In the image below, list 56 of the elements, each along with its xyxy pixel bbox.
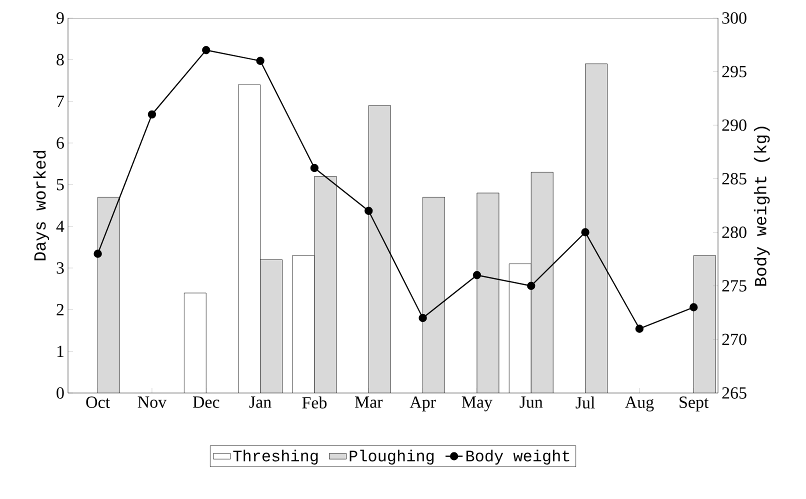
y-tick-label: 9 [56,12,64,24]
point [472,271,482,280]
y2-tick-label: 275 [722,280,746,292]
point [256,56,264,65]
x-tick-label: Sept [680,396,709,412]
y-tick-label: 6 [56,137,64,149]
point [581,228,590,236]
point [310,164,319,172]
y-tick-label: 7 [57,96,64,107]
x-tick-label: Jan [249,396,272,408]
y2-tick-label: 265 [722,387,746,399]
y-tick-label: 3 [56,262,64,274]
y2-tick-label: 300 [722,12,746,24]
point [635,324,644,333]
x-tick-label: Jun [520,396,543,408]
point [364,206,373,215]
bar [98,197,120,393]
bar [260,260,282,393]
y2-axis-title: Body weight (kg) [754,126,770,286]
x-tick-label: May [462,396,492,412]
bar [368,106,391,393]
x-tick-label: Nov [138,396,167,408]
bar [422,197,445,393]
bar [314,176,336,393]
bar [531,172,554,393]
y-tick-label: 4 [56,220,64,232]
y2-tick-label: 270 [722,334,746,346]
y2-tick-label: 285 [722,172,746,184]
x-tick-label: Dec [192,396,220,408]
y2-tick-label: 290 [722,119,746,131]
legend-label: Ploughing [350,450,434,465]
bar [585,64,608,393]
x-tick-label: Oct [86,396,110,408]
y2-tick-label: 280 [722,226,746,238]
legend-label: Threshing [233,450,318,465]
point [418,314,427,322]
y-tick-label: 5 [56,179,64,190]
point [527,282,536,290]
point [94,250,102,258]
x-tick-label: Mar [354,396,383,408]
y-tick-label: 0 [56,387,64,399]
y-tick-label: 1 [57,346,64,357]
x-tick-label: Apr [410,396,436,412]
x-tick-label: Aug [624,396,654,412]
x-tick-label: Jul [576,396,595,408]
y-tick-label: 2 [56,304,64,316]
y-tick-label: 8 [56,54,64,66]
point [202,46,210,54]
x-tick-label: Feb [302,396,327,408]
bar [693,255,716,393]
y-axis-title: Days worked [33,150,50,260]
legend-label: Body weight [466,450,570,465]
point [148,110,156,119]
y2-tick-label: 295 [722,66,746,78]
point [690,303,698,312]
bar [476,193,499,393]
